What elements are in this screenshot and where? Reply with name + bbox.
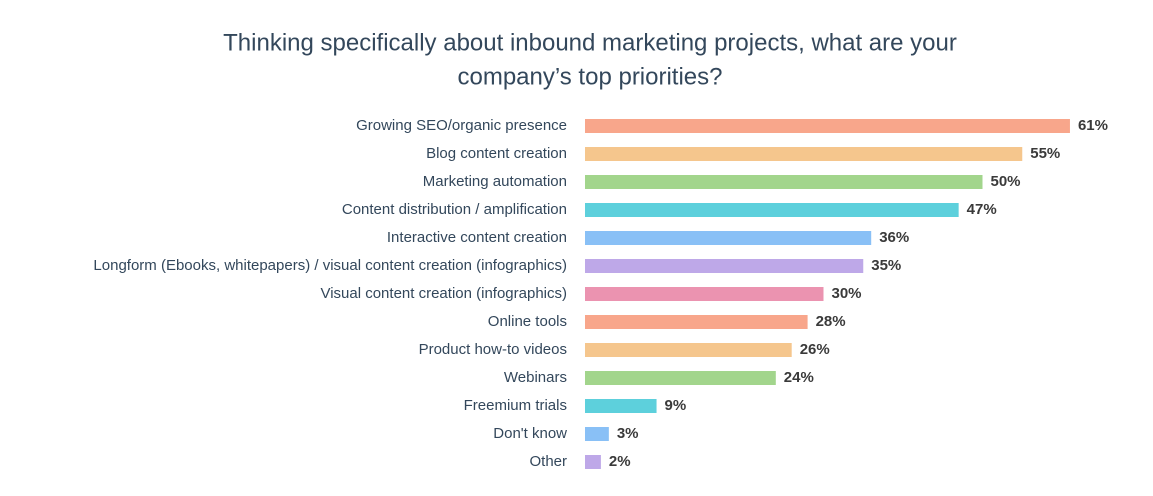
chart-title: company’s top priorities? [457, 63, 722, 90]
category-label: Growing SEO/organic presence [356, 117, 567, 134]
category-label: Blog content creation [426, 145, 567, 162]
value-label: 36% [879, 229, 909, 246]
category-label: Interactive content creation [387, 229, 567, 246]
value-label: 9% [665, 397, 687, 414]
category-label: Online tools [488, 313, 567, 330]
category-label: Freemium trials [464, 397, 567, 414]
chart-title: Thinking specifically about inbound mark… [223, 29, 957, 56]
value-label: 35% [871, 257, 901, 274]
category-label: Don't know [493, 425, 567, 442]
category-label: Other [529, 453, 567, 470]
value-label: 30% [832, 285, 862, 302]
bar [585, 315, 808, 329]
bar [585, 371, 776, 385]
value-label: 2% [609, 453, 631, 470]
value-label: 55% [1030, 145, 1060, 162]
value-label: 28% [816, 313, 846, 330]
category-label: Visual content creation (infographics) [320, 285, 567, 302]
bar [585, 119, 1070, 133]
category-label: Longform (Ebooks, whitepapers) / visual … [93, 257, 567, 274]
bar [585, 343, 792, 357]
bar [585, 147, 1023, 161]
bar [585, 287, 824, 301]
value-label: 47% [967, 201, 997, 218]
category-label: Webinars [504, 369, 567, 386]
category-label: Product how-to videos [419, 341, 567, 358]
bar [585, 455, 601, 469]
bar [585, 427, 609, 441]
bar [585, 231, 872, 245]
bar [585, 175, 983, 189]
value-label: 26% [800, 341, 830, 358]
bar [585, 259, 864, 273]
value-label: 24% [784, 369, 814, 386]
bar [585, 399, 657, 413]
category-label: Content distribution / amplification [342, 201, 567, 218]
category-label: Marketing automation [423, 173, 567, 190]
bar [585, 203, 959, 217]
value-label: 3% [617, 425, 639, 442]
value-label: 50% [991, 173, 1021, 190]
value-label: 61% [1078, 117, 1108, 134]
